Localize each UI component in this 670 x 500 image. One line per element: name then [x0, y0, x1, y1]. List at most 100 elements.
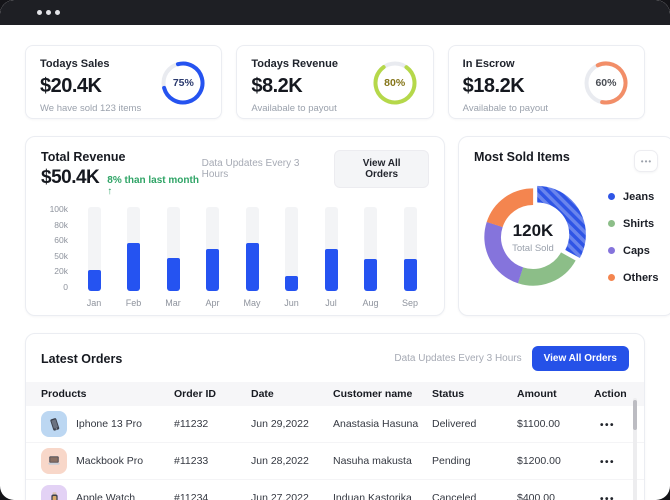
card-caption: Availabale to payout: [251, 103, 337, 114]
card-value: $8.2K: [251, 75, 303, 97]
revenue-total: $50.4K: [41, 167, 100, 188]
panel-title: Most Sold Items: [474, 150, 570, 164]
iphone-icon: [49, 417, 59, 431]
table-scrollbar[interactable]: [633, 398, 637, 500]
x-tick-label: Sep: [401, 298, 418, 308]
legend-dot-icon: [608, 274, 615, 281]
bar-fill: [403, 259, 417, 291]
legend-label: Others: [623, 271, 659, 284]
ring-percent-label: 60%: [595, 77, 617, 89]
order-id-cell: #11232: [174, 418, 209, 430]
window-dot-icon: [46, 10, 51, 15]
bar-jun: Jun: [279, 207, 305, 308]
x-tick-label: Apr: [205, 298, 220, 308]
card-caption: Availabale to payout: [462, 103, 549, 114]
y-tick-label: 0: [63, 281, 68, 292]
table-scrollbar-thumb[interactable]: [633, 400, 637, 430]
escrow-progress-ring: 60%: [583, 60, 629, 106]
window-controls-icon[interactable]: [37, 10, 60, 15]
progress-ring-icon: [584, 61, 628, 105]
y-tick-label: 60k: [54, 235, 68, 246]
x-tick-label: Aug: [362, 298, 379, 308]
table-row[interactable]: Iphone 13 Pro #11232 Jun 29,2022 Anastas…: [26, 406, 644, 443]
row-actions-icon[interactable]: •••: [600, 457, 616, 468]
date-cell: Jun 29,2022: [251, 418, 309, 430]
x-tick-label: Jul: [325, 298, 337, 308]
bar-fill: [245, 243, 259, 291]
data-updates-note: Data Updates Every 3 Hours: [201, 158, 300, 180]
orders-table-header: Products Order ID Date Customer name Sta…: [26, 382, 644, 406]
status-cell: Pending: [432, 455, 471, 467]
card-value: $18.2K: [462, 75, 525, 97]
bar-jan: Jan: [81, 207, 107, 308]
revenue-delta: 8% than last month ↑: [107, 175, 199, 197]
bar-mar: Mar: [160, 207, 186, 308]
y-tick-label: 100k: [49, 204, 68, 214]
bar-track: [364, 207, 377, 291]
view-all-orders-button[interactable]: View All Orders: [531, 346, 629, 371]
bar-aug: Aug: [358, 207, 384, 308]
ring-percent-label: 75%: [172, 77, 194, 89]
legend-dot-icon: [608, 220, 615, 227]
product-image: [41, 411, 67, 437]
date-cell: Jun 27,2022: [251, 492, 309, 500]
stat-cards-row: Todays Sales $20.4K We have sold 123 ite…: [25, 45, 645, 119]
bar-track: [245, 207, 259, 291]
card-title: Todays Sales: [40, 58, 110, 70]
revenue-progress-ring: 80%: [372, 60, 418, 106]
bar-may: May: [239, 207, 265, 308]
card-title: In Escrow: [462, 58, 515, 70]
y-tick-label: 20k: [54, 266, 68, 277]
y-tick-label: 80k: [54, 219, 68, 230]
window-dot-icon: [37, 10, 42, 15]
legend-item-caps: Caps: [608, 245, 658, 257]
data-updates-note: Data Updates Every 3 Hours: [394, 353, 522, 364]
bar-fill: [206, 249, 219, 291]
customer-cell: Anastasia Hasuna: [333, 418, 419, 430]
table-row[interactable]: Mackbook Pro #11233 Jun 28,2022 Nasuha m…: [26, 443, 644, 480]
donut-legend: Jeans Shirts Caps Others: [608, 191, 658, 284]
card-value: $20.4K: [40, 75, 102, 97]
revenue-panel-header: Total Revenue $50.4K 8% than last month …: [41, 150, 429, 197]
legend-label: Shirts: [623, 217, 655, 230]
title-bar: [0, 0, 670, 25]
column-header-order-id: Order ID: [174, 388, 217, 400]
latest-orders-panel: Latest Orders Data Updates Every 3 Hours…: [25, 333, 645, 500]
orders-table-body: Iphone 13 Pro #11232 Jun 29,2022 Anastas…: [26, 406, 644, 500]
table-row[interactable]: Apple Watch #11234 Jun 27,2022 Induan Ka…: [26, 480, 644, 500]
bar-feb: Feb: [121, 207, 147, 308]
status-cell: Canceled: [432, 492, 477, 500]
bar-track: [324, 207, 338, 291]
more-options-icon[interactable]: •••: [634, 150, 659, 172]
bar-jul: Jul: [318, 207, 344, 308]
bar-fill: [87, 270, 101, 291]
revenue-bar-chart: 100k 80k 60k 50k 20k 0 Jan Feb Mar Apr: [41, 204, 429, 308]
order-id-cell: #11233: [174, 455, 209, 467]
view-all-orders-button[interactable]: View All Orders: [334, 150, 429, 188]
total-revenue-panel: Total Revenue $50.4K 8% than last month …: [25, 136, 445, 316]
todays-sales-card: Todays Sales $20.4K We have sold 123 ite…: [25, 45, 223, 119]
product-cell: Apple Watch: [41, 485, 174, 500]
customer-cell: Nasuha makusta: [333, 455, 412, 467]
bar-track: [87, 207, 101, 291]
legend-dot-icon: [608, 247, 615, 254]
bar-track: [285, 207, 298, 291]
bar-fill: [285, 275, 298, 291]
product-image: [41, 485, 67, 500]
amount-cell: $400.00: [517, 492, 555, 500]
x-tick-label: Jan: [86, 298, 102, 308]
legend-item-jeans: Jeans: [608, 191, 658, 203]
legend-item-shirts: Shirts: [608, 218, 658, 230]
most-sold-items-panel: Most Sold Items ••• 120K Total Sold: [458, 136, 670, 316]
legend-dot-icon: [608, 193, 615, 200]
column-header-action: Action: [594, 388, 627, 400]
sales-progress-ring: 75%: [160, 60, 206, 106]
column-header-status: Status: [432, 388, 465, 400]
row-actions-icon[interactable]: •••: [600, 492, 615, 500]
row-actions-icon[interactable]: •••: [600, 420, 616, 431]
donut-chart-icon: [484, 185, 586, 286]
bar-fill: [166, 258, 180, 291]
orders-header: Latest Orders Data Updates Every 3 Hours…: [26, 346, 644, 371]
x-tick-label: Mar: [165, 298, 181, 308]
